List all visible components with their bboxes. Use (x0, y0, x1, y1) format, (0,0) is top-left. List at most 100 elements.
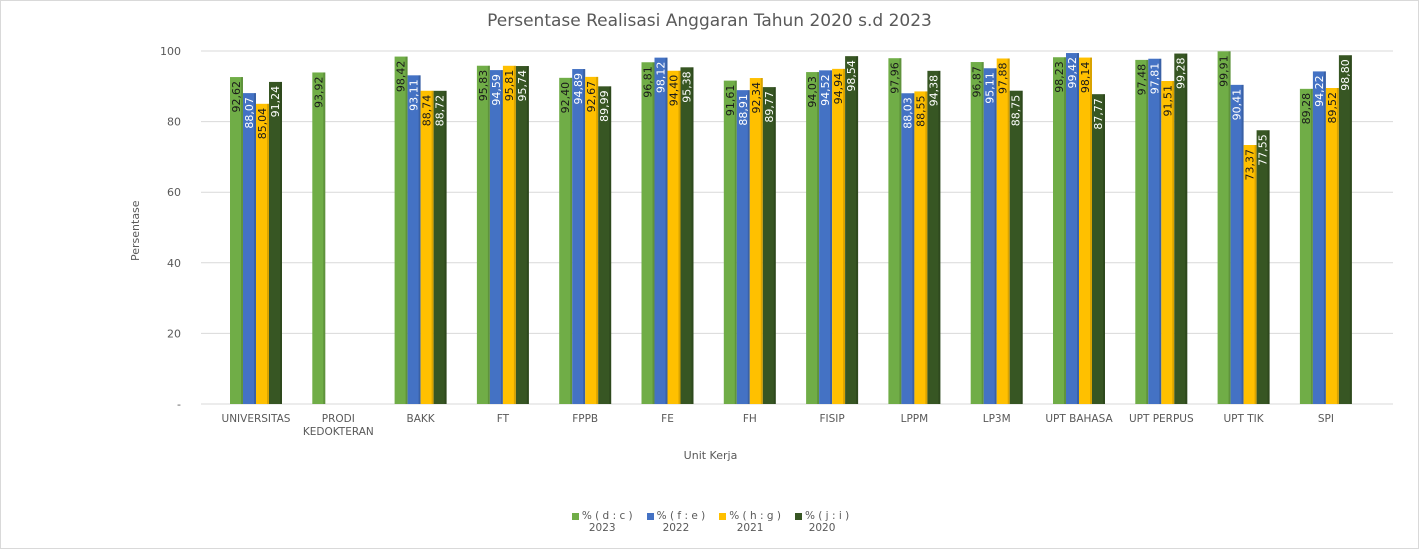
bar (598, 86, 612, 404)
data-label: 97,88 (997, 62, 1010, 93)
x-tick-label: UPT BAHASA (1045, 413, 1113, 425)
chart-title: Persentase Realisasi Anggaran Tahun 2020… (487, 11, 932, 31)
legend: % ( d : c ) 2023 % ( f : e ) 2022 % ( h : g … (1, 510, 1418, 534)
y-tick-label: 20 (167, 327, 181, 340)
legend-series-name: % ( j : i ) (804, 510, 850, 522)
bar (749, 78, 763, 405)
legend-item: % ( j : i ) 2020 (794, 510, 850, 534)
bar (806, 72, 820, 404)
bar-shade (678, 70, 681, 404)
bar-shade (747, 90, 750, 404)
bar-shade (1064, 57, 1066, 404)
bar (996, 58, 1010, 404)
data-label: 95,74 (516, 70, 529, 102)
bar (312, 72, 326, 404)
bar-shade (981, 62, 984, 405)
bar (736, 90, 750, 404)
data-label: 89,52 (1326, 92, 1339, 124)
data-label: 90,41 (1231, 89, 1244, 121)
bar (927, 70, 941, 405)
data-label: 94,94 (832, 73, 845, 105)
bar-shade (1146, 59, 1149, 404)
data-label: 88,55 (914, 95, 927, 127)
legend-series-name: % ( f : e ) (656, 510, 706, 522)
x-tick-label: FH (742, 413, 757, 425)
bar-shade (1159, 58, 1162, 404)
bar-shade (691, 67, 694, 405)
x-tick-label: FT (496, 413, 510, 425)
bar-shade (526, 66, 529, 404)
bar-shade (665, 57, 668, 404)
bar (1325, 87, 1339, 405)
bar-shade (994, 68, 997, 404)
data-label: 98,42 (395, 61, 408, 93)
data-label: 88,74 (421, 95, 434, 127)
legend-item: % ( f : e ) 2022 (646, 510, 706, 534)
data-label: 88,72 (434, 95, 447, 127)
bar-shade (405, 56, 408, 405)
bar-shade (1349, 55, 1352, 405)
bar-shade (817, 72, 820, 404)
data-label: 95,83 (477, 70, 490, 102)
bar (420, 90, 434, 404)
x-tick-label: FE (661, 413, 674, 425)
legend-year: 2023 (588, 522, 616, 534)
bar-shade (773, 87, 776, 404)
bar-shade (1254, 145, 1257, 404)
data-label: 95,38 (681, 71, 694, 103)
bar (230, 77, 243, 405)
legend-year: 2021 (736, 522, 764, 534)
y-tick-label: - (177, 398, 181, 411)
bar (1338, 55, 1352, 405)
bar-shade (513, 65, 516, 404)
bar (269, 81, 282, 405)
bar-shade (1172, 80, 1175, 405)
legend-year: 2020 (808, 522, 836, 534)
bar (1230, 84, 1244, 405)
bar-shade (241, 77, 243, 405)
data-label: 87,77 (1092, 98, 1105, 130)
legend-swatch (646, 512, 654, 520)
bar (762, 87, 776, 404)
bar (1066, 53, 1079, 405)
bar-shade (570, 77, 573, 404)
bar-shade (1323, 71, 1326, 405)
data-label: 97,48 (1135, 64, 1148, 96)
data-label: 98,14 (1079, 62, 1092, 93)
data-label: 89,99 (598, 90, 611, 122)
bar (502, 65, 516, 404)
bar (1161, 80, 1175, 405)
bar (559, 77, 573, 404)
data-label: 88,03 (901, 97, 914, 128)
bar (243, 93, 256, 404)
bar (1312, 71, 1326, 405)
bar-shade (843, 68, 846, 404)
bar-shade (500, 70, 503, 405)
bar-shade (830, 70, 833, 405)
x-tick-label: SPI (1317, 413, 1334, 425)
data-label: 93,92 (312, 76, 325, 108)
x-tick-label: BAKK (406, 413, 435, 425)
data-label: 98,80 (1339, 59, 1352, 91)
bar-shade (925, 91, 928, 404)
bar (1009, 90, 1023, 405)
bar (723, 80, 737, 404)
bar (641, 62, 655, 404)
bar (1135, 59, 1149, 404)
data-label: 97,96 (888, 62, 901, 94)
bar (1148, 58, 1162, 404)
bar-shade (652, 62, 655, 404)
data-label: 98,12 (655, 62, 668, 94)
data-label: 99,91 (1218, 55, 1231, 87)
bar (572, 69, 586, 404)
x-tick-label: FPPB (572, 413, 599, 425)
bar (585, 76, 599, 404)
bar (654, 57, 668, 404)
bar-shade (431, 90, 434, 404)
bar-shade (267, 103, 269, 404)
bar-shade (1020, 90, 1023, 405)
data-label: 94,03 (806, 76, 819, 108)
bar (433, 90, 447, 405)
